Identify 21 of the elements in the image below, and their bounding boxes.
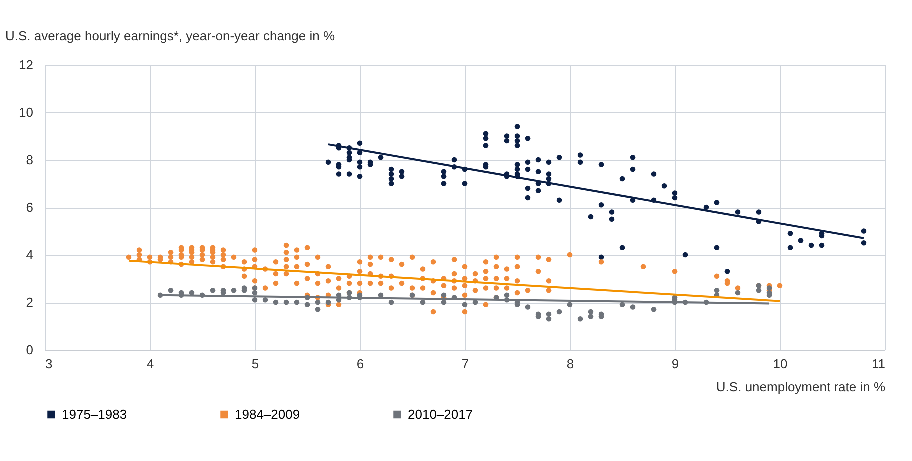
y-tick-label: 2	[26, 295, 34, 310]
x-tick-label: 4	[146, 356, 154, 372]
x-tick-label: 9	[672, 356, 680, 372]
x-tick-label: 6	[356, 356, 364, 372]
x-tick-label: 3	[46, 356, 53, 372]
x-tick-label: 10	[773, 356, 788, 372]
y-tick-label: 6	[26, 200, 34, 215]
y-tick-label: 12	[19, 58, 34, 72]
x-axis-title: U.S. unemployment rate in %	[716, 380, 886, 394]
y-tick-label: 4	[26, 248, 34, 262]
legend-label: 2010–2017	[408, 406, 474, 422]
x-tick-label: 8	[566, 356, 574, 372]
y-tick-label: 8	[26, 152, 34, 168]
legend-label: 1984–2009	[235, 406, 300, 422]
x-tick-label: 11	[872, 356, 886, 372]
legend-label: 1975–1983	[62, 406, 128, 422]
x-tick-label: 5	[252, 356, 260, 372]
y-tick-label: 0	[26, 342, 34, 358]
y-tick-label: 10	[19, 105, 34, 120]
x-tick-label: 7	[462, 356, 470, 372]
y-axis-title: U.S. average hourly earnings*, year-on-year change in %	[6, 28, 336, 44]
